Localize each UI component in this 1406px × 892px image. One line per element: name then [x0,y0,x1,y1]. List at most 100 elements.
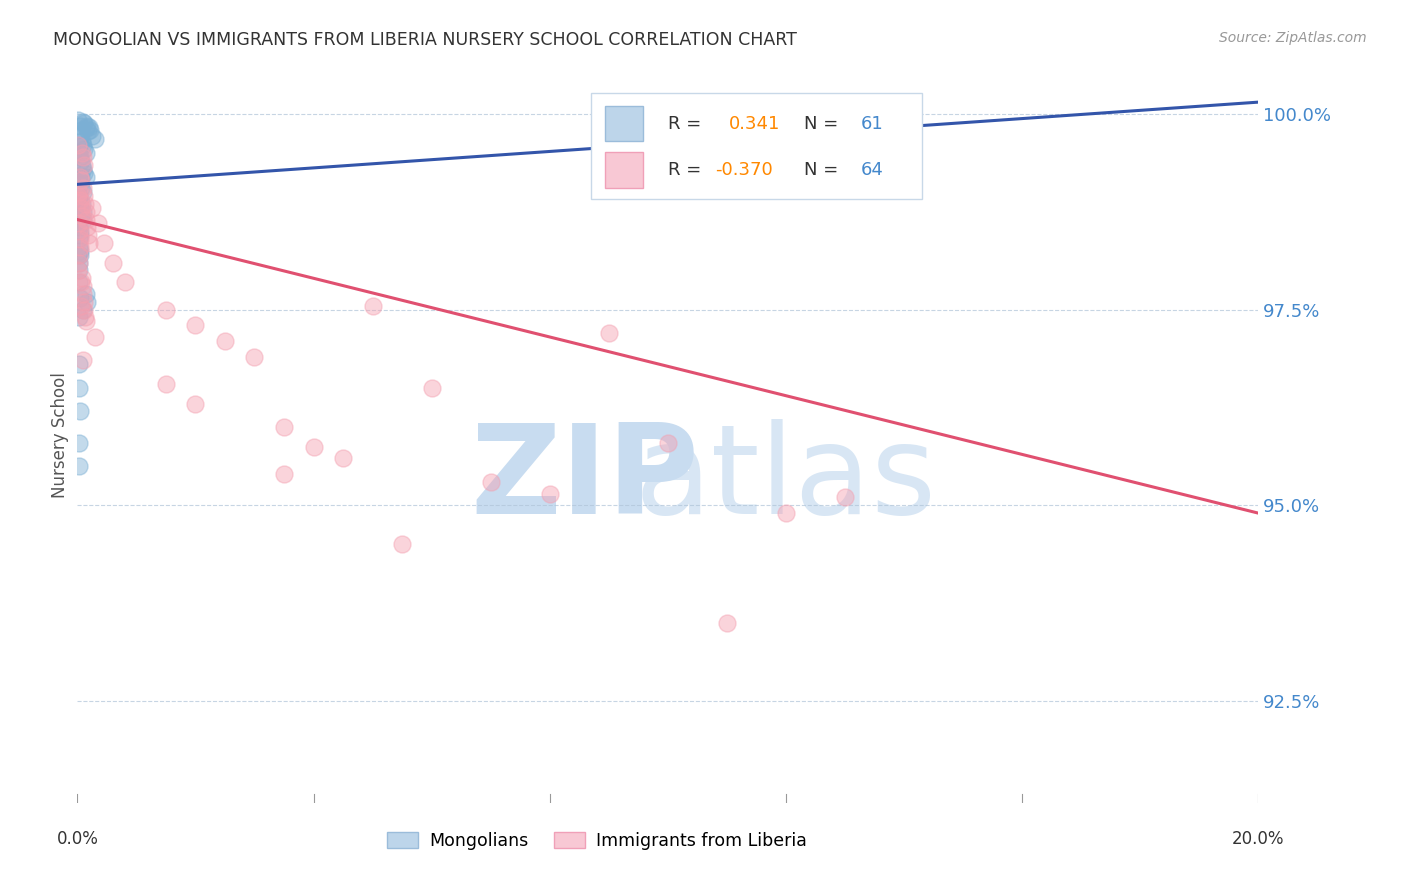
Point [69,150,91,164]
Text: N =: N = [804,114,844,133]
Point [69,130,91,145]
Point [273,467,295,481]
Point [598,326,620,340]
Point [70,209,93,223]
Point [77,120,100,135]
Point [67,310,90,325]
Point [775,506,797,520]
Point [75,146,97,161]
Text: 64: 64 [860,161,883,179]
Point [70,181,93,195]
Point [73,142,96,156]
FancyBboxPatch shape [591,93,922,200]
Point [73,189,96,203]
Point [67,240,90,254]
Point [66,138,89,153]
Point [67,255,90,269]
Text: R =: R = [668,114,707,133]
Point [70,197,93,211]
Point [73,310,96,325]
Point [77,235,100,250]
Point [302,440,325,454]
Point [538,486,561,500]
Point [101,255,124,269]
Point [67,173,90,187]
Point [67,248,90,262]
Point [67,435,90,450]
Point [73,302,96,317]
Point [72,181,94,195]
Point [114,275,136,289]
Point [361,299,384,313]
Point [67,217,90,231]
Point [69,169,91,184]
Point [69,178,91,192]
Point [69,232,91,246]
Point [73,294,96,309]
Point [70,299,93,313]
Point [84,132,107,146]
Point [67,381,90,395]
Point [391,537,413,551]
Point [66,248,89,262]
Point [184,396,207,410]
Point [243,350,266,364]
Point [67,146,90,161]
Text: R =: R = [668,161,707,179]
Point [72,302,94,317]
Point [70,134,93,148]
Point [716,615,738,630]
Point [70,122,93,136]
Point [73,197,96,211]
Text: atlas: atlas [636,418,936,540]
Point [77,228,100,243]
Point [69,201,91,215]
Text: 0.341: 0.341 [730,114,780,133]
Point [67,232,90,246]
Point [67,185,90,199]
Point [75,212,97,227]
Point [72,204,94,219]
Point [70,169,93,184]
Point [72,279,94,293]
Point [66,189,89,203]
Point [72,185,94,199]
Text: MONGOLIAN VS IMMIGRANTS FROM LIBERIA NURSERY SCHOOL CORRELATION CHART: MONGOLIAN VS IMMIGRANTS FROM LIBERIA NUR… [53,31,797,49]
Point [67,255,90,269]
Point [69,291,91,305]
Point [67,189,90,203]
Point [76,294,98,309]
Bar [605,153,643,187]
Text: 61: 61 [860,114,883,133]
Text: -0.370: -0.370 [716,161,773,179]
Point [69,244,91,258]
Point [273,420,295,434]
Point [76,220,98,235]
Point [67,220,90,235]
Point [67,193,90,207]
Point [76,119,98,133]
Point [79,122,101,136]
Point [66,146,89,161]
Point [657,435,679,450]
Point [420,381,443,395]
Point [72,138,94,153]
Point [73,116,96,130]
Point [155,302,177,317]
Point [66,113,89,128]
Point [69,193,91,207]
Point [70,173,93,187]
Point [72,161,94,176]
Point [70,158,93,172]
Point [214,334,236,348]
Point [75,314,97,328]
Point [69,224,91,238]
Point [69,240,91,254]
Point [70,146,93,161]
Bar [605,106,643,141]
Point [73,158,96,172]
Point [70,209,93,223]
Point [75,169,97,184]
Point [82,201,104,215]
Point [69,248,91,262]
